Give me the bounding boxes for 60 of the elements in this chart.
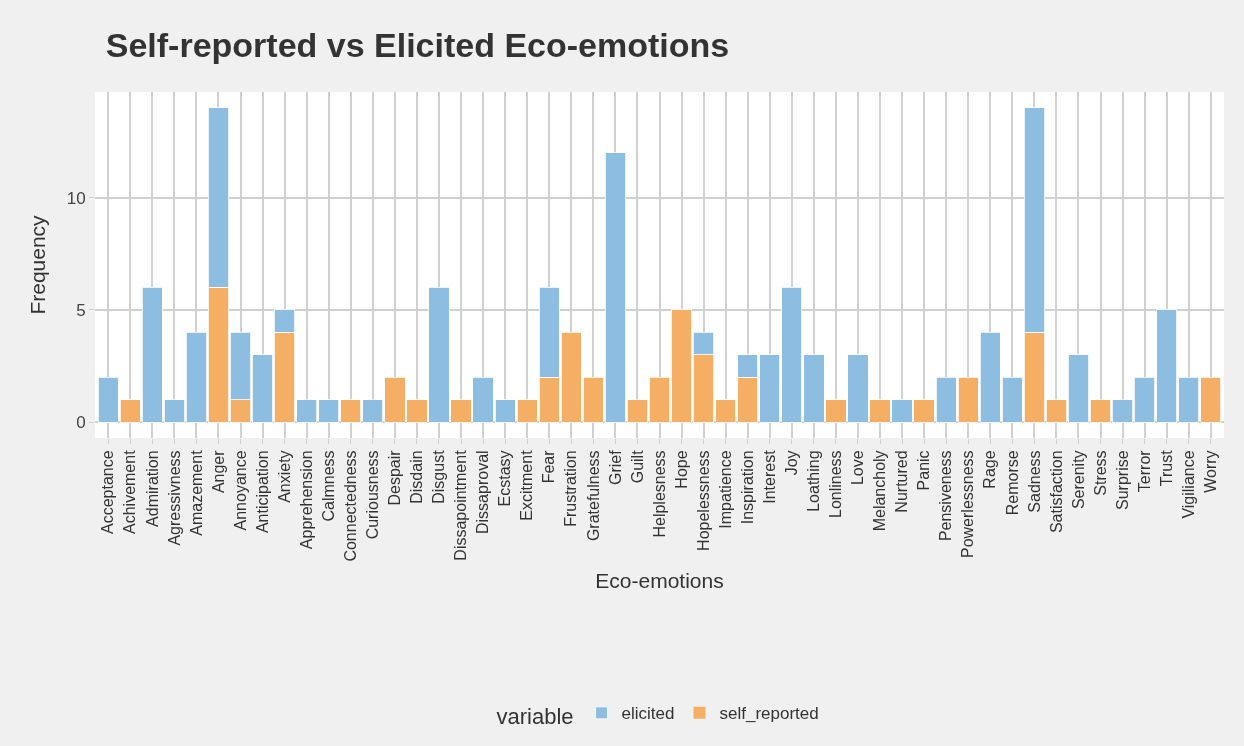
x-tick-label: Impatience — [716, 450, 734, 529]
y-tick-label: 0 — [76, 413, 86, 433]
x-tick-label: Trust — [1157, 449, 1175, 487]
x-tick-label: Hope — [672, 450, 690, 489]
x-tick-label: Frustration — [562, 450, 580, 527]
x-tick-label: Fear — [540, 449, 558, 484]
legend-title: variable — [496, 703, 574, 729]
x-tick-label: Surprise — [1113, 450, 1131, 510]
x-tick-label: Hopelessness — [694, 450, 712, 551]
y-tick-label: 5 — [76, 300, 86, 320]
x-tick-label: Nurtured — [893, 450, 911, 513]
y-tick-label: 10 — [66, 188, 86, 208]
x-tick-label: Melancholy — [871, 450, 889, 532]
legend-label: elicited — [621, 704, 675, 724]
x-tick-label: Dissapointment — [452, 449, 470, 561]
x-tick-label: Terror — [1135, 449, 1153, 493]
chart-title: Self-reported vs Elicited Eco-emotions — [105, 26, 730, 65]
x-tick-label: Anticipation — [253, 450, 271, 534]
x-tick-label: Acceptance — [99, 450, 117, 535]
x-tick-label: Connectedness — [341, 450, 359, 562]
x-tick-label: Gratefulness — [584, 450, 602, 542]
x-tick-label: Annoyance — [231, 450, 249, 531]
x-tick-label: Disdain — [408, 450, 426, 504]
x-tick-label: Grief — [606, 449, 624, 486]
x-tick-label: Rage — [981, 450, 999, 489]
x-tick-label: Satisfaction — [1047, 450, 1065, 534]
x-tick-label: Stress — [1091, 450, 1109, 496]
x-tick-label: Panic — [915, 450, 933, 491]
x-tick-label: Despair — [386, 449, 404, 506]
legend-label: self_reported — [719, 704, 819, 724]
x-tick-label: Achivement — [121, 449, 139, 534]
x-tick-label: Remorse — [1003, 450, 1021, 516]
x-tick-label: Love — [849, 450, 867, 486]
x-tick-label: Lonliness — [827, 450, 845, 519]
x-tick-label: Calmness — [319, 450, 337, 522]
x-tick-label: Sadness — [1025, 450, 1043, 513]
x-tick-label: Joy — [783, 450, 800, 476]
x-tick-label: Ecstasy — [496, 450, 514, 507]
x-tick-label: Anger — [209, 449, 227, 494]
x-tick-label: Powerlessness — [959, 450, 977, 559]
x-tick-label: Dissaproval — [474, 450, 492, 534]
x-tick-label: Excitment — [518, 449, 536, 521]
x-tick-label: Interest — [760, 449, 778, 504]
x-tick-label: Serenity — [1069, 450, 1087, 510]
x-tick-label: Apprehension — [297, 450, 315, 550]
x-tick-label: Helplesness — [650, 450, 668, 538]
x-tick-label: Disgust — [430, 449, 448, 504]
x-tick-label: Pensiveness — [937, 450, 955, 542]
x-tick-label: Anxiety — [275, 450, 293, 503]
x-axis-title: Eco-emotions — [595, 568, 724, 592]
x-tick-label: Admiration — [143, 450, 161, 527]
x-tick-label: Vigiliance — [1179, 450, 1197, 519]
x-tick-label: Curiousness — [364, 450, 382, 540]
x-tick-label: Guilt — [628, 449, 646, 484]
y-axis-title: Frequency — [25, 214, 49, 315]
x-tick-label: Inspiration — [738, 450, 756, 525]
x-tick-label: Agressivness — [165, 450, 183, 546]
x-tick-label: Loathing — [805, 450, 823, 512]
x-tick-label: Amazement — [187, 449, 205, 536]
x-tick-label: Worry — [1201, 450, 1219, 493]
